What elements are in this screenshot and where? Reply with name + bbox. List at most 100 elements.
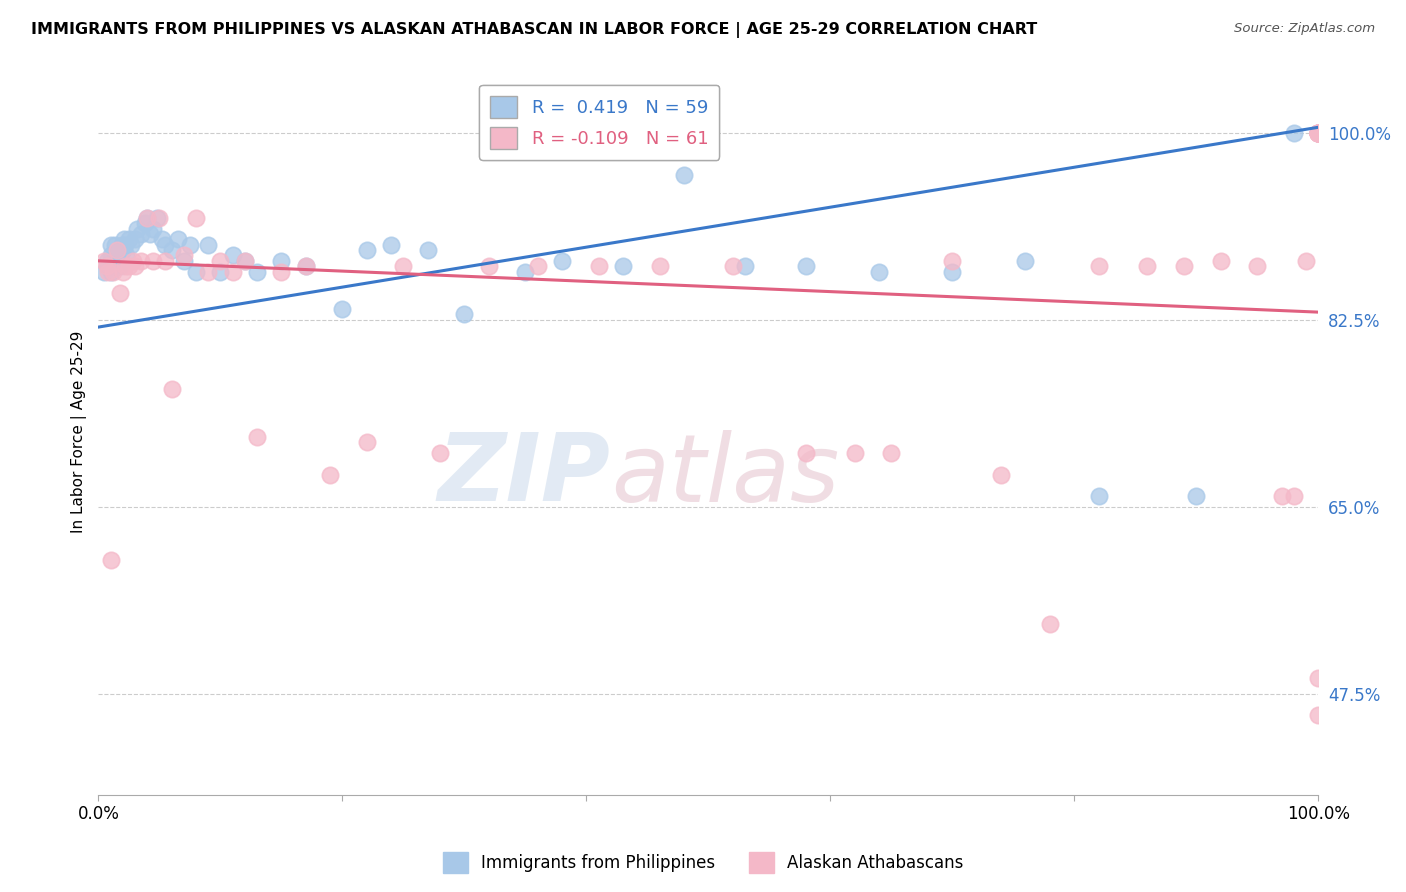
Point (148, 211, 170, 226)
Point (110, 259, 132, 273)
Point (1308, 671, 1330, 685)
Point (1308, 126, 1330, 140)
Point (1282, 126, 1305, 140)
Point (612, 259, 634, 273)
Point (100, 248, 122, 262)
Point (1246, 259, 1268, 273)
Point (515, 264, 537, 278)
Point (150, 232, 173, 246)
Point (221, 248, 243, 262)
Point (127, 221, 149, 235)
Point (270, 253, 292, 268)
Text: ZIP: ZIP (437, 429, 610, 522)
Point (103, 259, 125, 273)
Point (233, 253, 256, 268)
Point (184, 264, 207, 278)
Point (160, 382, 183, 396)
Point (246, 264, 269, 278)
Point (96, 259, 118, 273)
Point (1308, 126, 1330, 140)
Point (844, 446, 866, 460)
Point (129, 227, 152, 241)
Point (101, 253, 124, 268)
Point (551, 253, 574, 268)
Point (197, 237, 219, 252)
Point (105, 243, 128, 257)
Point (166, 232, 188, 246)
Point (356, 243, 378, 257)
Point (1209, 253, 1232, 268)
Point (1308, 707, 1330, 722)
Point (97, 264, 120, 278)
Point (526, 259, 548, 273)
Point (111, 243, 134, 257)
Point (136, 211, 159, 226)
Point (1308, 126, 1330, 140)
Point (100, 237, 122, 252)
Point (1308, 126, 1330, 140)
Point (209, 264, 232, 278)
Point (1014, 253, 1036, 268)
Point (1271, 489, 1294, 503)
Point (1308, 126, 1330, 140)
Point (648, 259, 671, 273)
Point (160, 243, 183, 257)
Point (416, 243, 439, 257)
Point (868, 264, 890, 278)
Point (880, 446, 903, 460)
Point (184, 211, 207, 226)
Point (1087, 259, 1109, 273)
Point (155, 253, 177, 268)
Point (124, 232, 146, 246)
Point (294, 259, 316, 273)
Y-axis label: In Labor Force | Age 25-29: In Labor Force | Age 25-29 (72, 331, 87, 533)
Point (1185, 489, 1208, 503)
Point (129, 253, 152, 268)
Point (97, 259, 120, 273)
Point (136, 211, 159, 226)
Point (142, 253, 165, 268)
Text: IMMIGRANTS FROM PHILIPPINES VS ALASKAN ATHABASCAN IN LABOR FORCE | AGE 25-29 COR: IMMIGRANTS FROM PHILIPPINES VS ALASKAN A… (31, 22, 1038, 38)
Point (111, 264, 134, 278)
Point (108, 253, 131, 268)
Point (100, 553, 122, 567)
Point (1295, 253, 1317, 268)
Point (100, 264, 122, 278)
Point (142, 221, 165, 235)
Point (114, 259, 136, 273)
Point (1136, 259, 1159, 273)
Point (155, 237, 177, 252)
Point (221, 264, 243, 278)
Point (120, 237, 142, 252)
Point (319, 467, 342, 482)
Point (270, 264, 292, 278)
Point (1308, 126, 1330, 140)
Point (246, 430, 269, 444)
Point (478, 259, 501, 273)
Point (118, 259, 141, 273)
Point (197, 264, 219, 278)
Text: atlas: atlas (610, 430, 839, 521)
Text: Source: ZipAtlas.com: Source: ZipAtlas.com (1234, 22, 1375, 36)
Point (1039, 617, 1062, 632)
Point (233, 253, 256, 268)
Point (138, 227, 160, 241)
Point (794, 446, 817, 460)
Legend: Immigrants from Philippines, Alaskan Athabascans: Immigrants from Philippines, Alaskan Ath… (436, 846, 970, 880)
Point (146, 211, 169, 226)
Point (588, 259, 610, 273)
Point (107, 243, 129, 257)
Point (118, 232, 141, 246)
Point (1308, 126, 1330, 140)
Point (941, 253, 963, 268)
Point (380, 237, 402, 252)
Point (392, 259, 415, 273)
Point (114, 237, 136, 252)
Point (1087, 489, 1109, 503)
Point (96, 253, 118, 268)
Legend: R =  0.419   N = 59, R = -0.109   N = 61: R = 0.419 N = 59, R = -0.109 N = 61 (479, 85, 720, 160)
Point (93, 264, 115, 278)
Point (105, 253, 128, 268)
Point (101, 264, 124, 278)
Point (115, 248, 138, 262)
